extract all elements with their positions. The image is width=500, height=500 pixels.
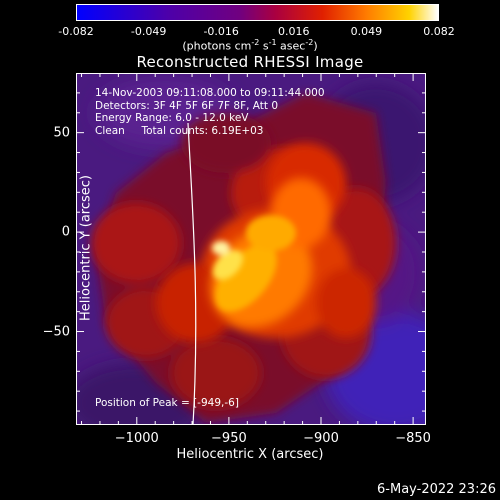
annotation-clean: Clean Total counts: 6.19E+03	[95, 124, 264, 137]
annotation-time: 14-Nov-2003 09:11:08.000 to 09:11:44.000	[95, 87, 325, 99]
x-tick-label: −1000	[114, 431, 159, 446]
heatmap-image	[76, 73, 426, 425]
annotation-energy: Energy Range: 6.0 - 12.0 keV	[95, 112, 249, 125]
y-axis-ticks	[76, 73, 426, 412]
colorbar-tick-label: -0.049	[130, 25, 167, 38]
x-tick-label: −850	[395, 431, 431, 446]
annotation-block: 14-Nov-2003 09:11:08.000 to 09:11:44.000…	[95, 87, 325, 137]
solar-limb-line	[187, 122, 197, 425]
colorbar-tick-label: 0.049	[350, 25, 383, 38]
colorbar-units: (photons cm-2 s-1 asec-2)	[182, 38, 318, 53]
plot-area	[76, 73, 426, 425]
x-tick-label: −950	[211, 431, 247, 446]
annotation-detectors: Detectors: 3F 4F 5F 6F 7F 8F, Att 0	[95, 99, 279, 112]
x-axis-label: Heliocentric X (arcsec)	[176, 447, 324, 462]
y-tick-label: 50	[53, 125, 70, 141]
annotation-peak: Position of Peak = [-949,-6]	[95, 397, 239, 409]
x-tick-label: −900	[303, 431, 339, 446]
y-axis-label: Heliocentric Y (arcsec)	[78, 175, 94, 321]
colorbar	[76, 4, 439, 21]
x-axis-ticks	[81, 73, 414, 425]
colorbar-tick-label: 0.082	[423, 25, 455, 38]
colorbar-tick-label: -0.082	[58, 25, 94, 38]
y-tick-label: 0	[61, 224, 70, 240]
chart-title: Reconstructed RHESSI Image	[136, 53, 364, 71]
colorbar-tick-label: -0.016	[203, 25, 239, 38]
footer-date: 6-May-2022 23:26	[377, 482, 496, 497]
y-tick-label: −50	[42, 324, 70, 340]
colorbar-tick-label: 0.016	[278, 25, 310, 38]
